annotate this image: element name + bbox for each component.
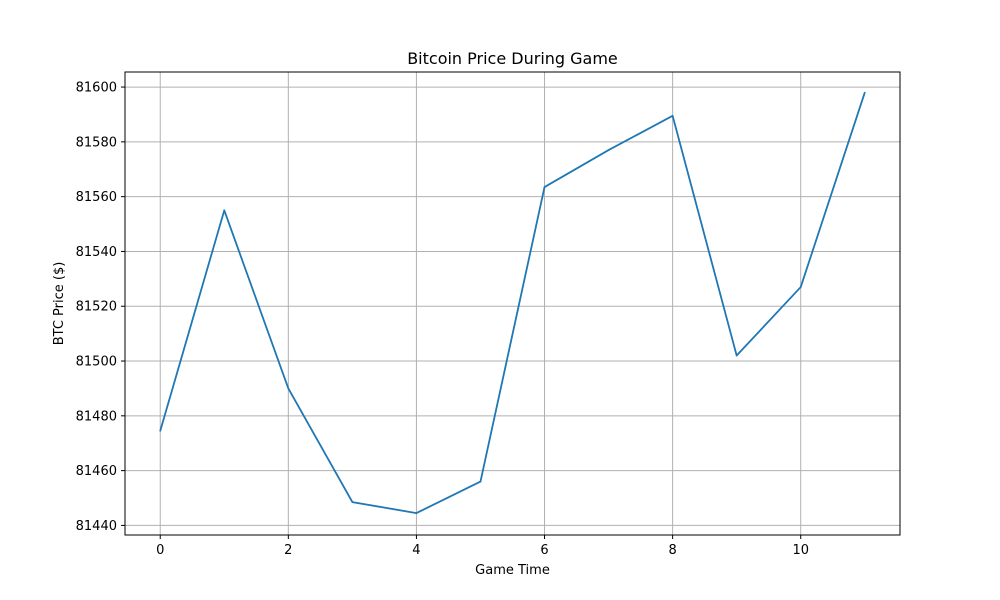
y-tick-label: 81500 (76, 355, 117, 370)
data-point (479, 480, 482, 483)
data-point (863, 91, 866, 94)
x-tick-label: 2 (284, 543, 292, 558)
x-tick-label: 8 (668, 543, 676, 558)
grid-layer (125, 72, 900, 535)
y-tick-label: 81460 (76, 464, 117, 479)
y-tick-label: 81580 (76, 135, 117, 150)
y-tick-label: 81600 (76, 81, 117, 96)
y-tick-label: 81480 (76, 409, 117, 424)
data-point (735, 354, 738, 357)
data-point (607, 149, 610, 151)
y-tick-label: 81560 (76, 190, 117, 205)
x-axis-label: Game Time (475, 563, 550, 578)
x-tick-label: 10 (792, 543, 809, 558)
x-tick-label: 6 (540, 543, 548, 558)
data-point (351, 501, 354, 503)
y-axis-label: BTC Price ($) (52, 262, 67, 346)
data-point (671, 115, 674, 117)
data-point (287, 387, 290, 390)
data-point (223, 209, 226, 212)
x-axis-ticks: 0 2 4 6 8 10 (156, 535, 809, 558)
x-tick-label: 0 (156, 543, 164, 558)
data-point (543, 186, 546, 188)
data-point (415, 512, 418, 514)
x-tick-label: 4 (412, 543, 420, 558)
y-axis-ticks: 81440 81460 81480 81500 81520 81540 81560 81580… (76, 81, 125, 534)
plot-frame (124, 71, 901, 536)
data-point (159, 430, 162, 432)
y-tick-label: 81440 (76, 519, 117, 534)
data-point (799, 286, 802, 288)
y-tick-label: 81540 (76, 245, 117, 260)
series-line-0 (159, 92, 866, 514)
series-layer (159, 91, 866, 514)
y-tick-label: 81520 (76, 300, 117, 315)
chart-title: Bitcoin Price During Game (407, 49, 618, 68)
